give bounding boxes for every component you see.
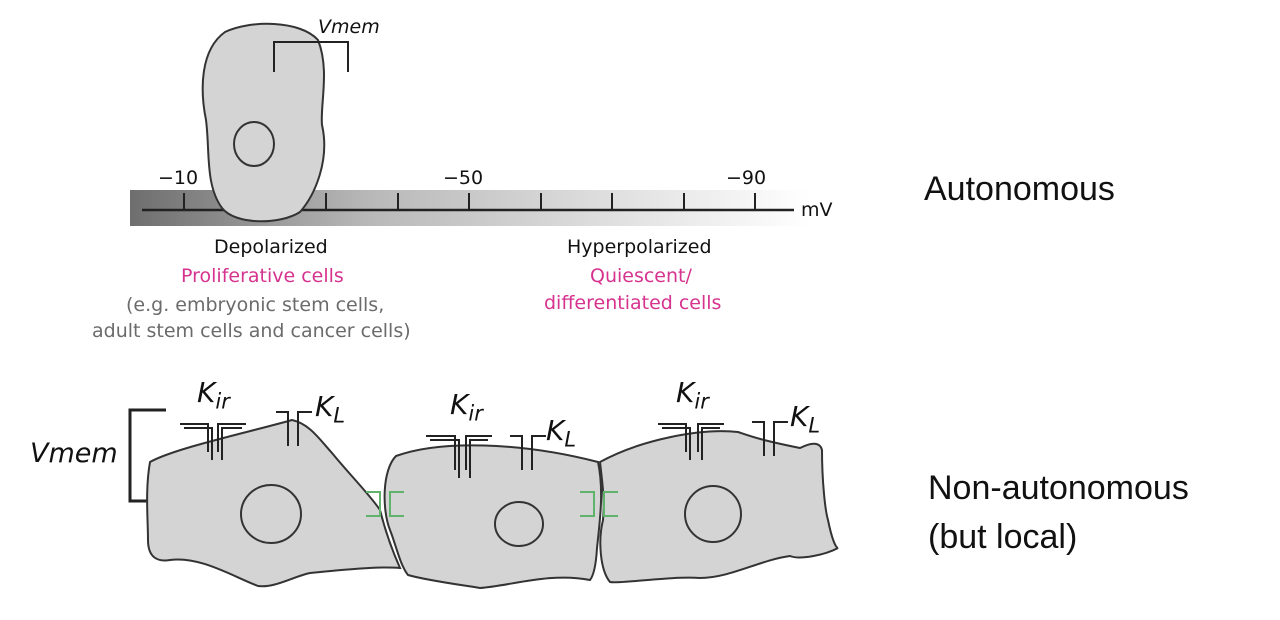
- kir-label-3: Kir: [676, 376, 709, 414]
- cell-1-nucleus: [240, 484, 302, 544]
- kir-channel-3: [658, 423, 724, 460]
- gap-junction-1: [366, 491, 404, 517]
- non-autonomous-heading-line1: Non-autonomous: [928, 469, 1189, 507]
- cell-2-nucleus: [494, 501, 544, 547]
- kl-label-1: KL: [315, 390, 345, 428]
- kl-channel-2: [510, 435, 546, 470]
- depolarized-title: Depolarized: [214, 236, 328, 258]
- vmem-label-top: Vmem: [318, 16, 380, 38]
- quiescent-label-line2: differentiated cells: [544, 292, 722, 314]
- proliferative-cells-label: Proliferative cells: [181, 265, 344, 287]
- tick-label-minus-10: −10: [158, 167, 199, 189]
- kir-label-1-base: K: [197, 376, 216, 409]
- kl-channel-1: [276, 411, 312, 446]
- vmem-bracket-top: [273, 41, 349, 72]
- kl-label-2-base: K: [546, 414, 565, 447]
- kir-label-3-sub: ir: [694, 389, 709, 414]
- kir-label-2-sub: ir: [468, 401, 483, 426]
- hyperpolarized-title: Hyperpolarized: [567, 236, 712, 258]
- kir-label-2-base: K: [450, 388, 469, 421]
- single-cell-nucleus: [233, 121, 275, 167]
- gap-junction-2: [580, 491, 618, 517]
- kir-channel-1: [180, 423, 246, 460]
- kir-label-3-base: K: [676, 376, 695, 409]
- kir-label-1: Kir: [197, 376, 230, 414]
- kir-label-2: Kir: [450, 388, 483, 426]
- tick-label-minus-90: −90: [726, 167, 767, 189]
- kl-label-2: KL: [546, 414, 576, 452]
- single-cell-body: [201, 22, 326, 223]
- kl-label-3: KL: [790, 400, 820, 438]
- kl-channel-3: [752, 421, 788, 456]
- cell-2-body: [383, 444, 603, 590]
- autonomous-heading: Autonomous: [924, 170, 1115, 208]
- kl-label-3-sub: L: [808, 413, 821, 438]
- kl-label-3-base: K: [790, 400, 809, 433]
- cell-3-nucleus: [684, 485, 742, 543]
- depolarized-examples-line2: adult stem cells and cancer cells): [92, 320, 411, 342]
- quiescent-label-line1: Quiescent/: [590, 265, 692, 287]
- vmem-label-left: Vmem: [30, 438, 118, 469]
- kir-channel-2: [426, 435, 492, 478]
- scale-unit-label: mV: [801, 199, 833, 221]
- kl-label-2-sub: L: [564, 427, 577, 452]
- kl-label-1-sub: L: [333, 403, 346, 428]
- kir-label-1-sub: ir: [215, 389, 230, 414]
- non-autonomous-heading-line2: (but local): [928, 518, 1078, 556]
- kl-label-1-base: K: [315, 390, 334, 423]
- depolarized-examples-line1: (e.g. embryonic stem cells,: [126, 294, 385, 316]
- tick-label-minus-50: −50: [443, 167, 484, 189]
